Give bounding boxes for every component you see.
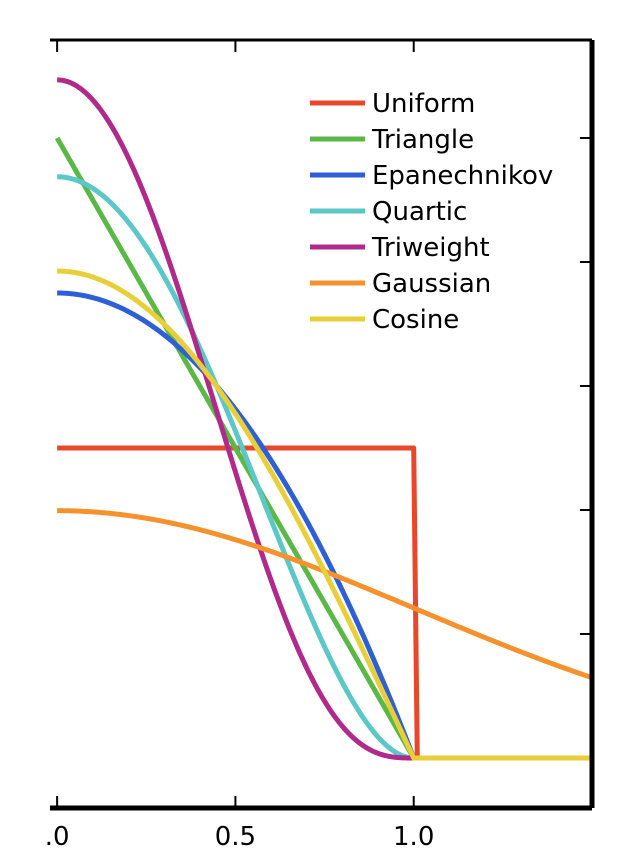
legend: Uniform Triangle Epanechnikov Quartic Triwei… [310,89,553,335]
series-line-quartic [56,174,593,761]
legend-label-epanechnikov: Epanechnikov [372,161,553,191]
x-tick-label: 0.5 [215,822,256,852]
series-line-cosine [56,268,593,761]
legend-label-triweight: Triweight [371,233,490,263]
legend-label-gaussian: Gaussian [372,269,491,299]
series-line-gaussian [56,508,593,681]
series-line-epanechnikov [56,290,593,761]
legend-label-quartic: Quartic [372,197,467,227]
legend-label-cosine: Cosine [372,305,459,335]
legend-label-uniform: Uniform [372,89,475,119]
tick-marks [56,40,592,808]
axes [50,38,595,811]
x-tick-label: 1.0 [393,822,434,852]
x-tick-labels: .0 0.5 1.0 [45,822,435,852]
series-lines [54,77,593,761]
x-tick-label: .0 [45,822,70,852]
legend-label-triangle: Triangle [371,125,474,155]
